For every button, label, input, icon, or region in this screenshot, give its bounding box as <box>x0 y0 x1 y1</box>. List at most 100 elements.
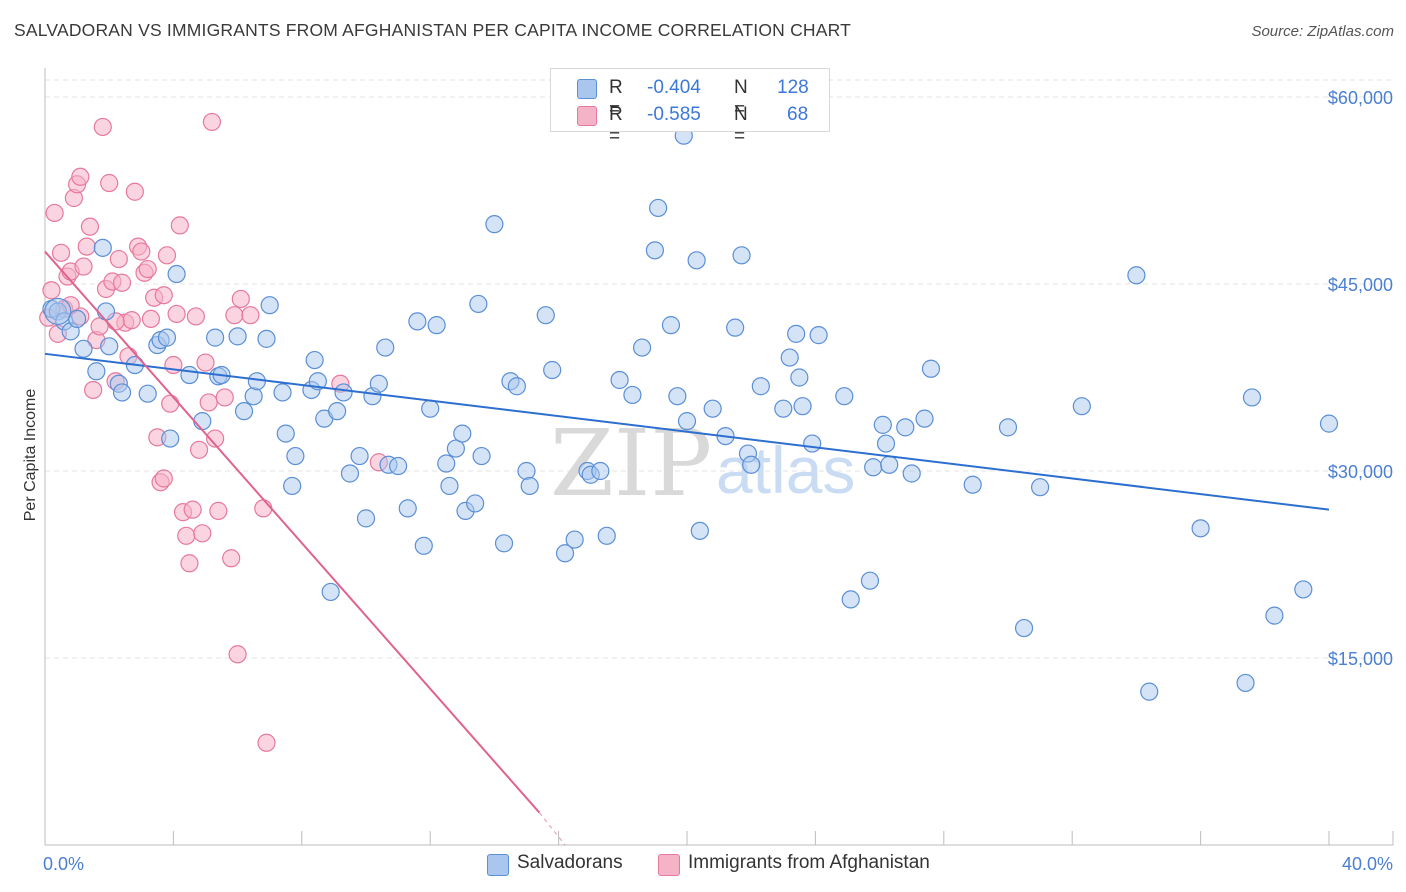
afghan-point <box>257 733 276 752</box>
salvadoran-point <box>645 241 665 260</box>
afghan-point <box>196 353 215 372</box>
afghan-point <box>189 440 209 459</box>
salvadoran-point <box>793 397 812 416</box>
afghan-point <box>254 499 273 518</box>
salvadoran-point <box>726 318 745 337</box>
x-tick-label: 40.0% <box>1342 854 1393 874</box>
afghan-point <box>170 216 189 235</box>
axes <box>44 68 1394 846</box>
salvadoran-point <box>963 475 982 494</box>
salvadoran-point <box>1242 388 1262 407</box>
salvadoran-point <box>690 521 709 540</box>
afghan-point <box>180 554 199 573</box>
afghan-point <box>74 257 93 276</box>
salvadoran-point <box>860 571 880 590</box>
afghan-point <box>93 117 112 137</box>
afghan-point <box>71 167 90 186</box>
salvadoran-point <box>998 418 1018 437</box>
salvadoran-point <box>276 424 295 443</box>
salvadoran-point <box>334 383 353 402</box>
legend-n-value: 68 <box>787 104 809 125</box>
legend-n-value: 128 <box>777 77 809 98</box>
salvadoran-point <box>421 399 440 418</box>
afghan-point <box>202 112 222 132</box>
afghan-point <box>209 501 228 520</box>
salvadoran-point <box>896 418 915 437</box>
salvadoran-point <box>350 446 369 466</box>
salvadoran-point <box>485 215 504 234</box>
salvadoran-point <box>87 362 106 381</box>
salvadoran-point <box>96 302 116 321</box>
legend-n-label: N = <box>734 104 748 147</box>
salvadoran-point <box>668 387 687 406</box>
legend-swatch-blue <box>577 79 597 99</box>
salvadoran-point <box>167 264 186 284</box>
salvadoran-point <box>507 377 526 396</box>
afghan-trend-extension <box>538 812 566 846</box>
salvadoran-point <box>244 387 263 406</box>
afghan-point <box>122 311 141 330</box>
afghan-point <box>222 549 241 568</box>
stats-legend: R = -0.404 N = 128 R = -0.585 N = 68 <box>550 68 830 147</box>
afghan-point <box>132 242 151 261</box>
salvadoran-point <box>649 198 668 218</box>
salvadoran-point <box>921 359 941 378</box>
legend-r-value: -0.585 <box>647 104 701 125</box>
salvadoran-point <box>751 377 770 396</box>
salvadoran-point <box>440 476 459 496</box>
salvadoran-point <box>597 526 616 545</box>
afghan-point <box>109 249 128 269</box>
salvadoran-point <box>257 329 276 348</box>
salvadoran-point <box>1265 606 1284 625</box>
bottom-legend-label: Immigrants from Afghanistan <box>688 852 930 873</box>
salvadoran-point <box>1030 478 1050 497</box>
salvadoran-point <box>790 368 809 387</box>
salvadoran-point <box>328 402 347 421</box>
salvadoran-point <box>780 348 799 367</box>
salvadoran-point <box>687 251 706 270</box>
afghan-point <box>154 469 173 488</box>
afghan-point <box>199 393 218 412</box>
salvadoran-point <box>340 464 360 483</box>
afghan-point <box>161 394 180 413</box>
afghan-point <box>193 524 212 543</box>
salvadoran-point <box>273 383 292 402</box>
salvadoran-point <box>742 455 761 474</box>
salvadoran-point <box>1236 673 1255 693</box>
salvadoran-point <box>376 338 395 357</box>
salvadoran-point <box>44 297 72 326</box>
salvadoran-point <box>841 590 860 609</box>
salvadoran-point <box>809 326 828 345</box>
salvadoran-point <box>234 402 254 421</box>
salvadoran-point <box>661 316 681 335</box>
salvadoran-point <box>1319 414 1339 433</box>
afghan-point <box>80 217 100 236</box>
salvadoran-point <box>161 429 180 448</box>
salvadoran-point <box>623 385 642 405</box>
salvadoran-point <box>180 365 199 385</box>
salvadoran-point <box>732 246 751 265</box>
salvadoran-point <box>93 238 112 257</box>
salvadoran-point <box>321 582 340 602</box>
bottom-legend-label: Salvadorans <box>517 852 623 873</box>
legend-r-value: -0.404 <box>647 77 701 98</box>
tick-labels: $15,000 $30,000 $45,000 $60,000 0.0% 40.0% <box>43 88 1393 874</box>
salvadoran-point <box>864 458 883 477</box>
salvadoran-point <box>453 424 472 443</box>
salvadoran-point <box>543 360 562 380</box>
afghan-point <box>42 281 61 300</box>
legend-n-label: N = <box>734 77 748 120</box>
salvadoran-point <box>112 383 132 402</box>
bottom-legend-swatch-blue <box>487 854 509 876</box>
afghan-point <box>45 203 64 223</box>
y-tick-label: $30,000 <box>1328 462 1393 482</box>
salvadoran-point <box>873 415 892 434</box>
afghan-point <box>100 173 119 193</box>
salvadoran-point <box>1140 682 1159 701</box>
afghan-point <box>183 500 202 519</box>
afghan-point <box>206 429 225 448</box>
salvadoran-point <box>466 494 485 513</box>
y-axis-label: Per Capita Income <box>22 389 39 522</box>
salvadoran-point <box>803 434 822 453</box>
